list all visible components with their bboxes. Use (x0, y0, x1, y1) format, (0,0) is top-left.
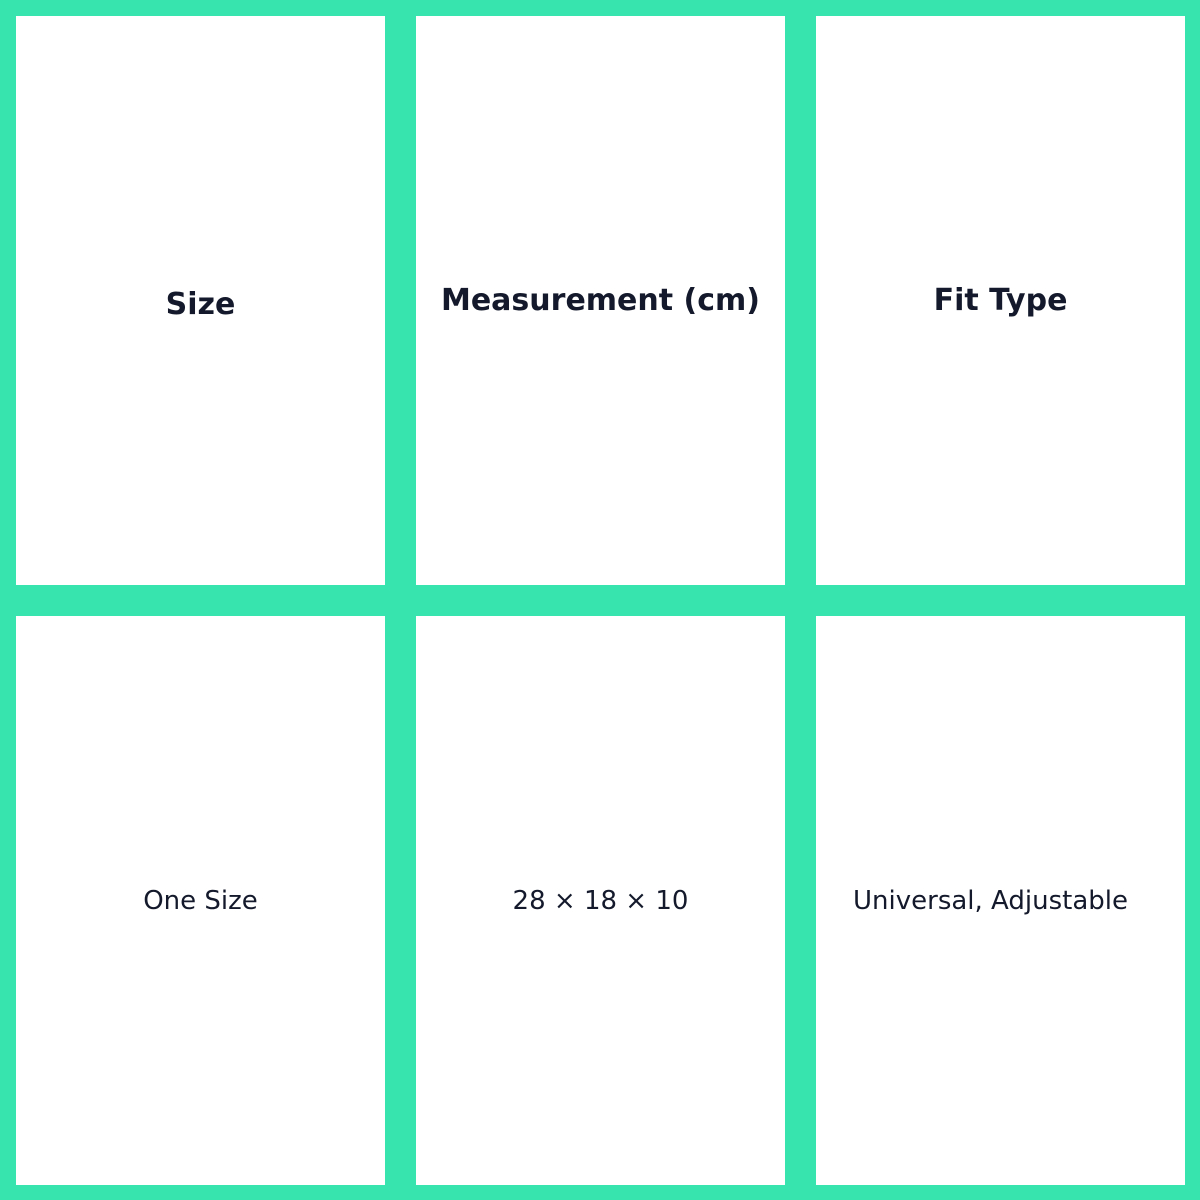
header-fit-type: Fit Type (816, 16, 1185, 585)
header-size: Size (16, 16, 385, 585)
header-measurement: Measurement (cm) (416, 16, 785, 585)
size-table: Size Measurement (cm) Fit Type One Size … (16, 16, 1185, 1185)
cell-fit-type: Universal, Adjustable (816, 616, 1185, 1185)
cell-size: One Size (16, 616, 385, 1185)
cell-measurement: 28 × 18 × 10 (416, 616, 785, 1185)
